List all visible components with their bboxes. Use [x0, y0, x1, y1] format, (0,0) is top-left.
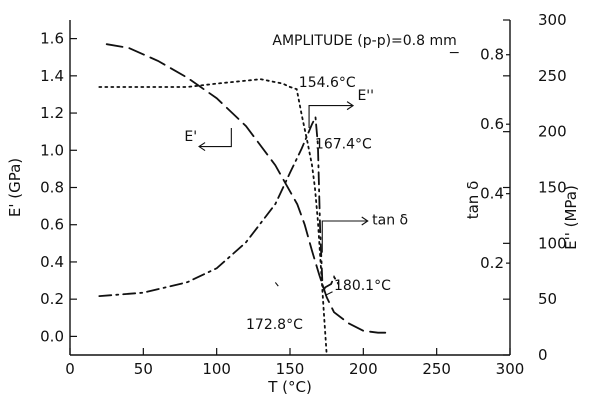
series-label-tan-delta: tan δ — [372, 213, 408, 229]
y-left-tick-label: 0.4 — [40, 253, 64, 271]
e-double-prime-arrowhead — [346, 101, 355, 111]
leader-180-1 — [324, 291, 333, 296]
annot-154-6: 154.6°C — [299, 75, 356, 91]
y-right-outer-tick-label: 100 — [538, 234, 567, 252]
y-right-outer-tick-label: 150 — [538, 179, 567, 197]
y-right-inner-tick-label: 0.6 — [480, 115, 504, 133]
y-left-tick-label: 1.6 — [40, 30, 64, 48]
y-right-outer-tick-label: 50 — [538, 290, 557, 308]
annot-172-8: 172.8°C — [246, 317, 303, 333]
y-right-inner-tick-label: 0.8 — [480, 46, 504, 64]
y-left-tick-label: 1.2 — [40, 104, 64, 122]
x-tick-label: 250 — [422, 360, 451, 378]
y-right-inner-tick-label: 0.4 — [480, 185, 504, 203]
x-tick-label: 200 — [349, 360, 378, 378]
y-left-tick-label: 0.6 — [40, 216, 64, 234]
y-right-inner-axis-title: tan δ — [464, 181, 482, 220]
y-right-outer-axis-title: E'' (MPa) — [562, 185, 580, 250]
y-right-inner-tick-label: 0.2 — [480, 254, 504, 272]
annot-180-1: 180.1°C — [334, 278, 391, 294]
y-left-tick-label: 1.0 — [40, 141, 64, 159]
y-right-outer-tick-label: 250 — [538, 67, 567, 85]
y-right-outer-tick-label: 300 — [538, 11, 567, 29]
x-tick-label: 0 — [65, 360, 75, 378]
annot-167-4: 167.4°C — [315, 136, 372, 152]
series-label-e-double-prime: E'' — [357, 88, 374, 104]
curve-e-prime — [105, 43, 387, 334]
amplitude-label: AMPLITUDE (p-p)=0.8 mm — [272, 33, 456, 49]
tan-delta-pointer — [321, 220, 368, 253]
y-right-outer-tick-label: 200 — [538, 123, 567, 141]
y-left-tick-label: 1.4 — [40, 67, 64, 85]
x-tick-label: 300 — [496, 360, 525, 378]
tan-delta-arrowhead — [361, 216, 369, 226]
series-label-e-prime: E' — [184, 129, 197, 145]
y-right-outer-tick-label: 0 — [538, 346, 548, 364]
y-left-axis-title: E' (GPa) — [6, 158, 24, 217]
curve-tan-delta — [98, 114, 340, 298]
x-tick-label: 100 — [202, 360, 231, 378]
curve-e-double-prime — [98, 78, 328, 356]
e-prime-pointer — [199, 127, 232, 148]
y-left-tick-label: 0.0 — [40, 327, 64, 345]
y-left-tick-label: 0.8 — [40, 179, 64, 197]
leader-172-8 — [274, 282, 279, 287]
e-double-prime-pointer — [308, 105, 354, 128]
x-axis-title: T (°C) — [267, 378, 312, 396]
e-prime-arrowhead — [198, 142, 206, 152]
x-tick-label: 150 — [276, 360, 305, 378]
x-tick-label: 50 — [134, 360, 153, 378]
y-left-tick-label: 0.2 — [40, 290, 64, 308]
